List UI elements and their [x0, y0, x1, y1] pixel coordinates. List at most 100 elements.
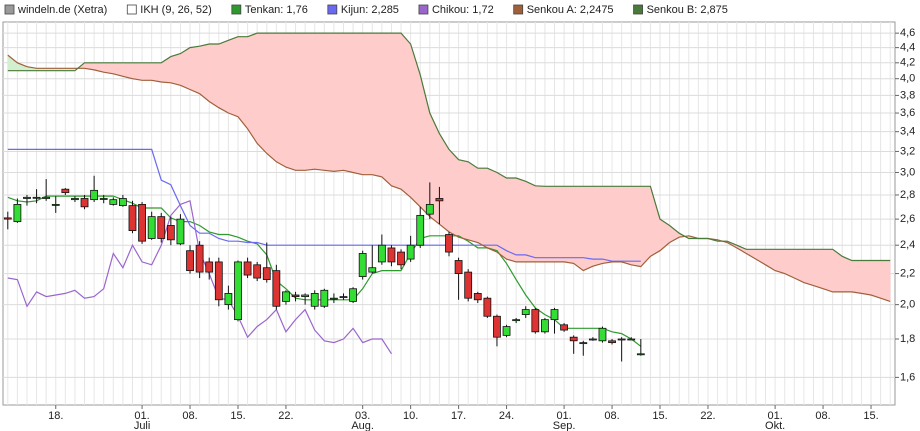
cloud-fill: [458, 159, 469, 241]
y-tick-label: 3,6: [900, 107, 915, 119]
candle-body: [541, 319, 549, 333]
cloud-fill: [218, 39, 229, 114]
candle-body: [51, 204, 60, 206]
x-tick-label: 18.: [48, 410, 63, 422]
x-tick-label: 01.: [556, 410, 571, 422]
candle-body: [32, 196, 41, 199]
legend-swatch: [513, 4, 524, 15]
indicator-line: [7, 148, 641, 262]
candle-body: [483, 297, 492, 317]
cloud-fill: [861, 260, 872, 296]
y-tick-label: 2,6: [900, 213, 915, 225]
candle-body: [224, 293, 233, 306]
cloud-fill: [295, 32, 306, 171]
cloud-fill: [640, 186, 651, 268]
candle-body: [560, 324, 568, 331]
cloud-fill: [870, 260, 881, 299]
candle-body: [291, 294, 300, 297]
cloud-fill: [362, 32, 373, 175]
cloud-fill: [851, 260, 862, 294]
legend-label: Chikou: 1,72: [432, 4, 494, 16]
cloud-fill: [170, 53, 181, 86]
cloud-fill: [276, 32, 287, 168]
candle-body: [349, 288, 357, 302]
x-tick-label: 22.: [700, 410, 715, 422]
cloud-fill: [467, 161, 479, 243]
cloud-fill: [228, 36, 239, 118]
candle-body: [166, 225, 175, 241]
indicator-line: [7, 54, 891, 302]
x-tick-label: 15.: [863, 410, 878, 422]
legend-label: Kijun: 2,285: [341, 4, 399, 16]
candle-body: [243, 261, 252, 276]
x-tick-label: 24.: [499, 410, 514, 422]
x-tick-label: 08.: [815, 410, 830, 422]
cloud-fill: [333, 32, 344, 172]
candle-body: [234, 261, 242, 321]
cloud-fill: [439, 132, 450, 233]
cloud-fill: [535, 185, 546, 263]
candle-body: [636, 353, 645, 356]
candle-body: [569, 336, 578, 342]
cloud-fill: [487, 167, 498, 253]
cloud-fill: [794, 249, 805, 283]
cloud-fill: [506, 177, 517, 263]
cloud-fill: [141, 62, 152, 81]
cloud-fill: [247, 32, 258, 145]
candle-body: [253, 264, 262, 279]
x-month-label: Aug.: [351, 420, 374, 431]
legend-label: Tenkan: 1,76: [245, 4, 308, 16]
candle-body: [454, 260, 463, 274]
candle-body: [71, 198, 79, 201]
candle-body: [186, 250, 194, 272]
y-tick-label: 3,0: [900, 166, 915, 178]
candle-body: [358, 253, 367, 277]
x-month-label: Sep.: [553, 420, 576, 431]
x-tick-label: 01.: [134, 410, 149, 422]
candle-body: [272, 270, 281, 307]
cloud-fill: [285, 32, 296, 171]
y-tick-label: 1,8: [900, 333, 915, 345]
candle-body: [493, 315, 501, 338]
x-tick-label: 15.: [230, 410, 245, 422]
x-tick-label: 01.: [767, 410, 782, 422]
candle-body: [282, 291, 290, 302]
candle-body: [80, 198, 89, 208]
candle-body: [61, 188, 70, 194]
cloud-fill: [314, 32, 325, 171]
legend-swatch: [418, 4, 429, 15]
y-tick-label: 3,8: [900, 89, 915, 101]
cloud-fill: [237, 36, 248, 130]
cloud-fill: [822, 249, 833, 293]
legend-label: Senkou B: 2,875: [647, 4, 728, 16]
candle-body: [387, 247, 396, 263]
cloud-fill: [381, 32, 392, 187]
cloud-fill: [525, 180, 536, 263]
x-tick-label: 08.: [182, 410, 197, 422]
y-tick-label: 2,0: [900, 299, 915, 311]
x-tick-label: 03.: [355, 410, 370, 422]
legend-swatch: [327, 4, 338, 15]
candle-body: [42, 196, 51, 199]
candle-body: [435, 198, 444, 202]
y-tick-label: 2,8: [900, 189, 915, 201]
candle-body: [157, 216, 166, 239]
cloud-fill: [208, 43, 220, 109]
x-tick-label: 08.: [604, 410, 619, 422]
candle-body: [128, 205, 137, 232]
candle-body: [512, 319, 521, 322]
cloud-fill: [400, 32, 411, 198]
y-tick-label: 4,0: [900, 73, 915, 85]
cloud-fill: [151, 62, 162, 83]
y-tick-label: 4,6: [900, 27, 915, 39]
candle-body: [90, 189, 99, 201]
y-tick-label: 3,4: [900, 126, 915, 138]
cloud-fill: [189, 45, 200, 95]
candle-body: [588, 338, 597, 341]
candle-body: [473, 293, 482, 301]
x-month-label: Okt.: [765, 420, 785, 431]
cloud-fill: [621, 186, 632, 266]
legend-label: Senkou A: 2,2475: [527, 4, 614, 16]
cloud-fill: [803, 249, 814, 286]
y-tick-label: 1,6: [900, 371, 915, 383]
